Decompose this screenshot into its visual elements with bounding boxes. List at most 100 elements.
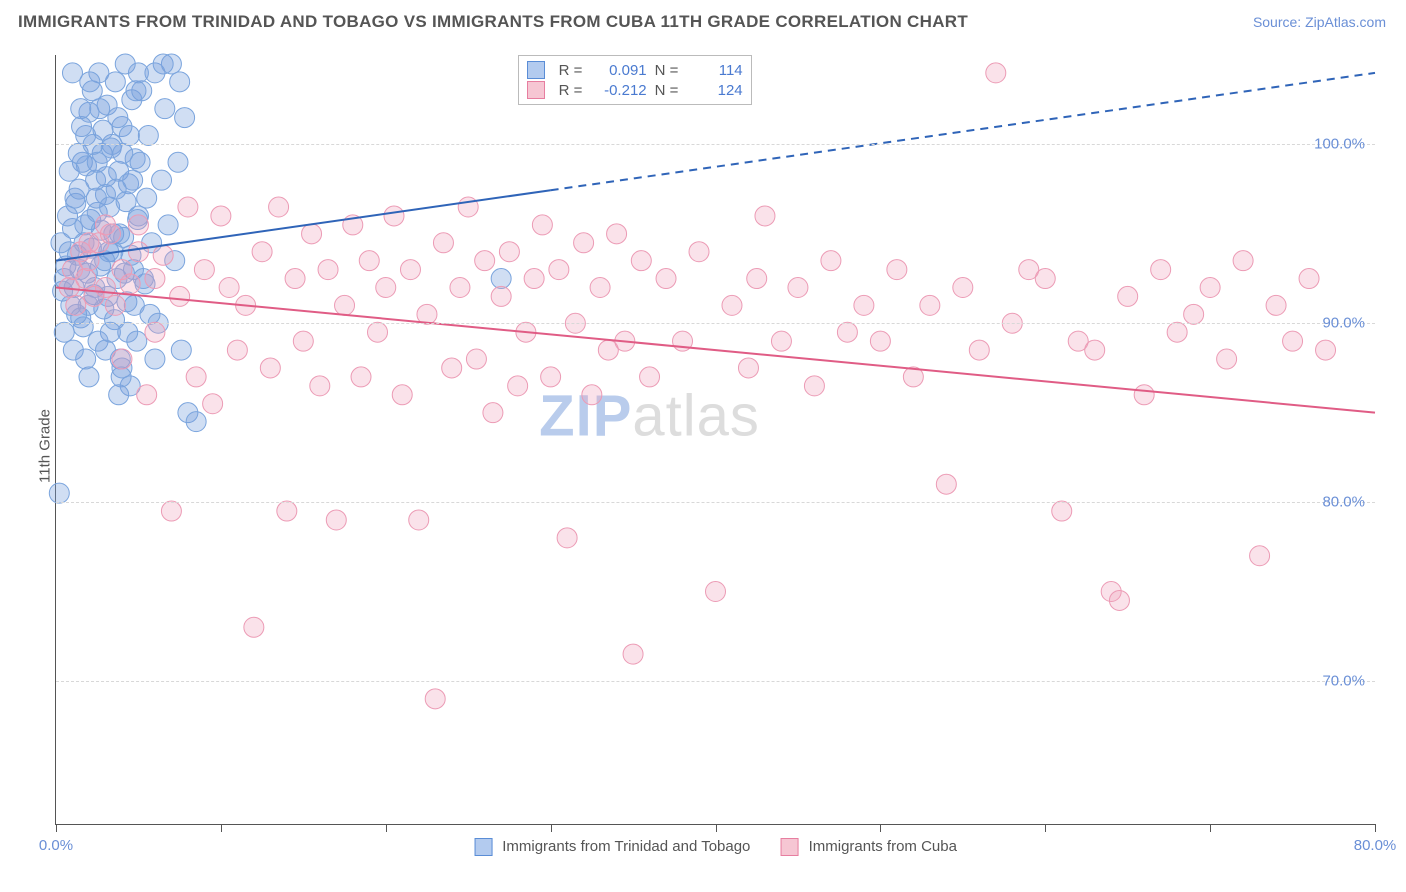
scatter-point [137,385,157,405]
scatter-point [549,260,569,280]
scatter-point [1200,277,1220,297]
scatter-point [79,251,99,271]
legend-item-2: Immigrants from Cuba [780,838,957,856]
scatter-point [376,277,396,297]
scatter-point [49,483,69,503]
scatter-point [73,317,93,337]
scatter-point [137,188,157,208]
scatter-point [491,269,511,289]
scatter-point [1118,286,1138,306]
x-tick [1045,824,1046,832]
scatter-point [310,376,330,396]
scatter-point [260,358,280,378]
scatter-point [590,277,610,297]
scatter-point [285,269,305,289]
scatter-point [1109,590,1129,610]
scatter-point [582,385,602,405]
scatter-point [392,385,412,405]
x-tick [1210,824,1211,832]
scatter-point [1035,269,1055,289]
scatter-point [170,286,190,306]
scatter-point [152,170,172,190]
scatter-point [66,295,86,315]
stats-row-2: R = -0.212 N = 124 [527,80,743,100]
scatter-point [400,260,420,280]
scatter-point [969,340,989,360]
scatter-point [483,403,503,423]
stats-r-value-1: 0.091 [595,62,647,79]
y-tick-label: 80.0% [1322,494,1365,511]
stats-n-label: N = [655,82,683,99]
x-tick [386,824,387,832]
scatter-point [607,224,627,244]
scatter-point [953,277,973,297]
x-tick [1375,824,1376,832]
scatter-point [557,528,577,548]
scatter-point [95,215,115,235]
scatter-point [277,501,297,521]
scatter-point [335,295,355,315]
scatter-point [524,269,544,289]
scatter-point [689,242,709,262]
scatter-point [76,269,96,289]
scatter-point [153,54,173,74]
scatter-point [79,367,99,387]
stats-n-value-2: 124 [691,82,743,99]
plot-area: ZIPatlas R = 0.091 N = 114 R = -0.212 N … [55,55,1375,825]
scatter-point [112,349,132,369]
stats-n-label: N = [655,62,683,79]
scatter-point [1250,546,1270,566]
legend-swatch-2 [780,838,798,856]
scatter-point [821,251,841,271]
scatter-point [722,295,742,315]
scatter-point [491,286,511,306]
scatter-point [788,277,808,297]
scatter-point [409,510,429,530]
scatter-point [986,63,1006,83]
scatter-point [706,582,726,602]
scatter-point [384,206,404,226]
gridline [56,502,1375,503]
source-label: Source: ZipAtlas.com [1253,14,1386,30]
scatter-point [120,274,140,294]
scatter-point [123,170,143,190]
scatter-point [178,197,198,217]
scatter-point [656,269,676,289]
scatter-point [244,617,264,637]
scatter-point [1233,251,1253,271]
scatter-point [854,295,874,315]
scatter-point [475,251,495,271]
scatter-point [252,242,272,262]
y-tick-label: 90.0% [1322,315,1365,332]
scatter-point [1167,322,1187,342]
scatter-point [79,233,99,253]
scatter-point [155,99,175,119]
scatter-point [130,152,150,172]
scatter-point [126,81,146,101]
x-tick [56,824,57,832]
x-tick [716,824,717,832]
scatter-point [1299,269,1319,289]
scatter-point [105,72,125,92]
scatter-point [920,295,940,315]
scatter-point [171,340,191,360]
scatter-point [1085,340,1105,360]
scatter-point [128,215,148,235]
scatter-point [54,322,74,342]
scatter-point [138,125,158,145]
scatter-point [108,108,128,128]
legend-label-2: Immigrants from Cuba [809,838,957,855]
scatter-point [532,215,552,235]
scatter-point [433,233,453,253]
scatter-point [158,215,178,235]
scatter-point [1266,295,1286,315]
scatter-point [541,367,561,387]
scatter-point [425,689,445,709]
scatter-point [1217,349,1237,369]
scatter-point [1151,260,1171,280]
scatter-point [128,242,148,262]
chart-title: IMMIGRANTS FROM TRINIDAD AND TOBAGO VS I… [18,12,968,32]
scatter-point [145,269,165,289]
scatter-point [574,233,594,253]
scatter-point [211,206,231,226]
